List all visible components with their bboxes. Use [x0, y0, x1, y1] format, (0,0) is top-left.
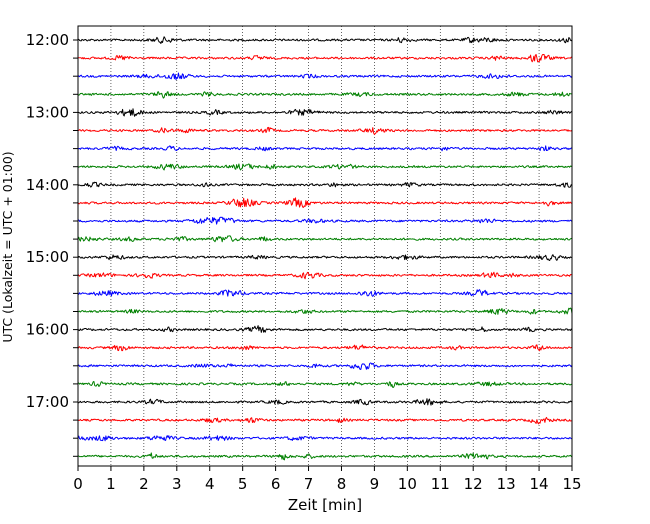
x-tick-label: 3 [172, 475, 182, 493]
trace-line [77, 307, 573, 315]
trace-line [77, 289, 573, 297]
trace-line [77, 398, 573, 406]
x-tick-label: 15 [562, 475, 581, 493]
y-tick-label: 12:00 [26, 31, 69, 49]
plot-frame [77, 25, 573, 467]
x-tick-label: 8 [337, 475, 347, 493]
x-tick-label: 13 [497, 475, 516, 493]
x-axis-label: Zeit [min] [288, 496, 362, 514]
y-tick-label: 13:00 [26, 103, 69, 121]
x-grid [110, 26, 540, 466]
trace-line [77, 254, 573, 262]
trace-line [77, 325, 573, 333]
trace-line [77, 91, 573, 99]
trace-line [77, 216, 573, 225]
trace-line [77, 435, 573, 442]
trace-line [77, 36, 573, 44]
trace-line [77, 126, 573, 136]
trace-line [77, 362, 573, 370]
x-tick-label: 9 [370, 475, 380, 493]
x-tick-label: 4 [205, 475, 215, 493]
trace-line [77, 344, 573, 352]
x-tick-label: 10 [398, 475, 417, 493]
trace-line [77, 271, 573, 280]
trace-line [77, 145, 572, 152]
x-tick-label: 6 [271, 475, 281, 493]
trace-line [77, 163, 573, 171]
trace-line [77, 380, 573, 388]
y-tick-label: 16:00 [26, 321, 69, 339]
x-tick-label: 0 [73, 475, 83, 493]
trace-line [77, 452, 573, 461]
trace-line [77, 197, 573, 208]
trace-line [77, 108, 573, 117]
y-axis-label: UTC (Lokalzeit = UTC + 01:00) [0, 151, 15, 342]
trace-line [77, 53, 573, 63]
y-tick-label: 17:00 [26, 393, 69, 411]
y-axis-ticks: 12:00 13:00 14:00 15:00 16:00 17:00 [26, 31, 78, 457]
x-tick-label: 7 [304, 475, 314, 493]
trace-line [77, 416, 573, 425]
x-tick-label: 11 [431, 475, 450, 493]
y-tick-label: 14:00 [26, 176, 69, 194]
x-axis-ticks: 0 1 2 3 4 5 6 7 8 9 10 11 12 13 14 15 [73, 466, 582, 493]
x-tick-label: 12 [464, 475, 483, 493]
traces [77, 36, 573, 461]
x-tick-label: 14 [530, 475, 549, 493]
trace-line [77, 181, 573, 188]
trace-line [77, 72, 573, 81]
trace-line [77, 235, 573, 243]
y-tick-label: 15:00 [26, 248, 69, 266]
x-tick-label: 2 [139, 475, 149, 493]
x-tick-label: 5 [238, 475, 248, 493]
x-tick-label: 1 [106, 475, 116, 493]
